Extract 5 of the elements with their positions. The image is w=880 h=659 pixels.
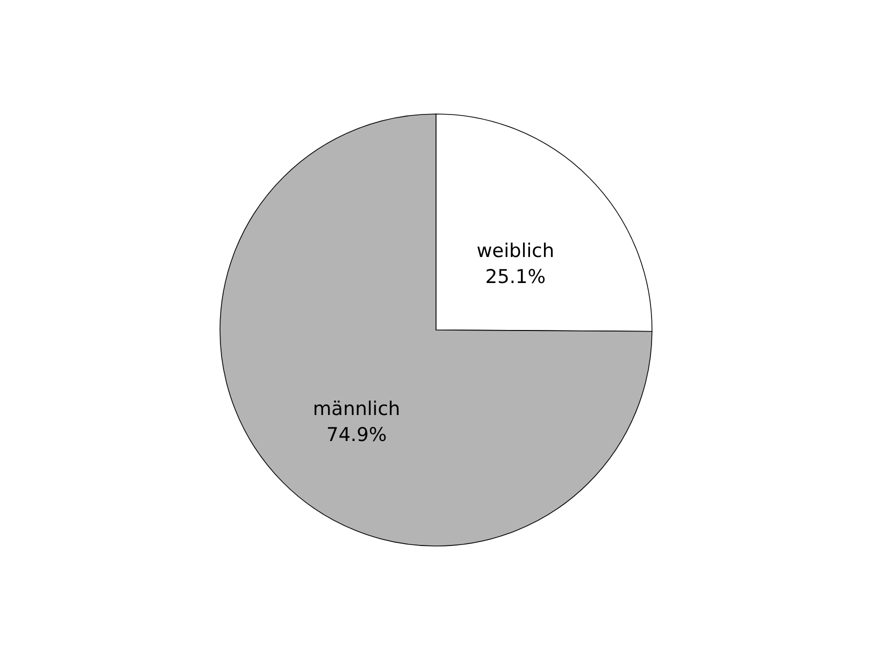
pie-slice <box>220 114 652 546</box>
data-label: 25.1% <box>485 266 546 288</box>
data-label: 74.9% <box>326 424 387 446</box>
slice-label: männlich <box>312 398 400 420</box>
slice-label: weiblich <box>476 240 554 262</box>
